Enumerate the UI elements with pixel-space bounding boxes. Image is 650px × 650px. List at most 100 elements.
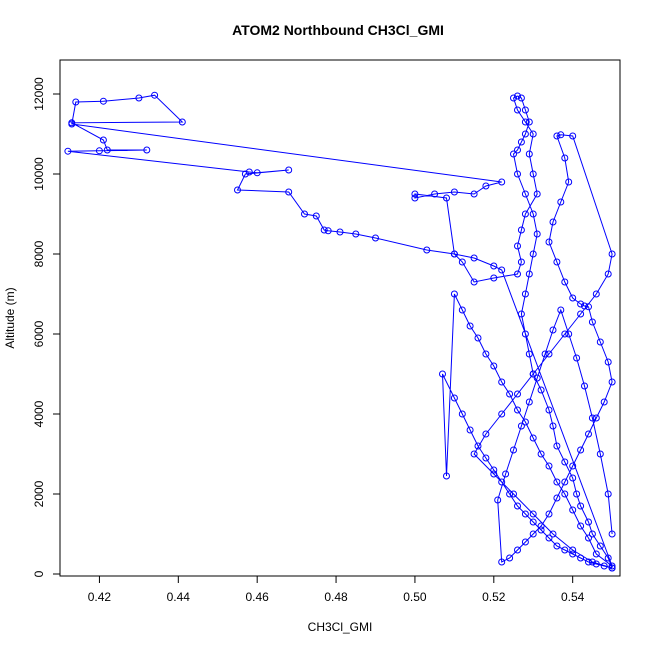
data-point [549, 326, 557, 334]
data-point [581, 302, 588, 310]
data-point [470, 450, 478, 458]
data-point [482, 454, 490, 462]
data-point [498, 478, 506, 486]
data-point [450, 394, 458, 402]
data-point [490, 262, 498, 270]
data-point [585, 518, 592, 526]
data-point [596, 542, 604, 550]
data-point [517, 258, 525, 266]
data-point [608, 564, 616, 572]
data-point [458, 258, 466, 266]
x-tick-label: 0.50 [403, 590, 427, 604]
data-point [498, 178, 506, 186]
data-point [352, 230, 360, 238]
data-point [372, 234, 379, 242]
data-point [506, 390, 514, 398]
data-point [514, 242, 521, 250]
data-point [253, 169, 261, 177]
data-point [608, 250, 616, 258]
data-point [553, 442, 561, 450]
data-point [577, 310, 585, 318]
data-point [506, 554, 514, 562]
data-point [482, 430, 490, 438]
data-point [573, 354, 581, 362]
data-point [569, 550, 577, 558]
data-point [529, 170, 537, 178]
data-point [411, 194, 419, 202]
x-tick-label: 0.54 [561, 590, 585, 604]
y-axis: 0 2000 4000 6000 8000 10000 12000 [32, 77, 60, 577]
data-point [482, 182, 490, 190]
data-point [529, 530, 537, 538]
data-point [549, 218, 557, 226]
data-point [234, 186, 241, 194]
data-point [458, 306, 466, 314]
data-point [336, 228, 344, 236]
data-point [565, 178, 573, 186]
data-point [537, 386, 545, 394]
data-point [517, 310, 525, 318]
data-point [537, 522, 545, 530]
data-point [549, 422, 557, 430]
data-point [553, 478, 561, 486]
data-point [592, 550, 600, 558]
data-point [529, 250, 537, 258]
data-point [135, 94, 143, 102]
data-point [561, 330, 569, 338]
data-point [514, 92, 521, 100]
data-point [525, 118, 533, 126]
data-point [494, 496, 502, 504]
data-point [537, 450, 545, 458]
data-point [510, 94, 517, 102]
data-point [525, 398, 533, 406]
data-point [521, 106, 529, 114]
data-point [151, 91, 159, 99]
data-point [482, 350, 490, 358]
data-point [514, 546, 521, 554]
data-point [600, 562, 608, 570]
data-point [103, 146, 111, 154]
data-point [577, 522, 585, 530]
data-point [596, 450, 604, 458]
data-point [517, 94, 525, 102]
data-point [525, 270, 533, 278]
data-point [285, 166, 293, 174]
data-point [529, 518, 537, 526]
data-point [588, 414, 596, 422]
data-point [588, 558, 596, 566]
data-point [529, 510, 537, 518]
y-tick-label: 0 [32, 570, 46, 577]
data-point [474, 334, 482, 342]
plot-frame [59, 59, 621, 577]
data-point [498, 558, 506, 566]
data-point [470, 278, 478, 286]
data-point [498, 378, 506, 386]
data-point [592, 290, 600, 298]
data-point [514, 106, 521, 114]
data-point [561, 490, 569, 498]
data-point [608, 378, 616, 386]
data-point [573, 490, 581, 498]
y-tick-label: 2000 [32, 480, 46, 507]
data-point [596, 338, 604, 346]
x-axis: 0.42 0.44 0.46 0.48 0.50 0.52 0.54 [88, 576, 585, 604]
y-tick-label: 12000 [32, 77, 46, 111]
data-point [510, 446, 517, 454]
data-point [312, 212, 320, 220]
data-point [514, 390, 521, 398]
data-point [443, 472, 450, 480]
data-point [521, 510, 529, 518]
data-point [143, 146, 151, 154]
data-point [561, 546, 569, 554]
data-point [178, 118, 186, 126]
data-point [431, 190, 439, 198]
data-point [301, 210, 308, 218]
data-point [514, 270, 521, 278]
data-point [561, 154, 569, 162]
data-point [466, 426, 474, 434]
data-point [561, 478, 569, 486]
data-point [561, 278, 569, 286]
data-point [521, 118, 529, 126]
series-group [64, 91, 616, 572]
